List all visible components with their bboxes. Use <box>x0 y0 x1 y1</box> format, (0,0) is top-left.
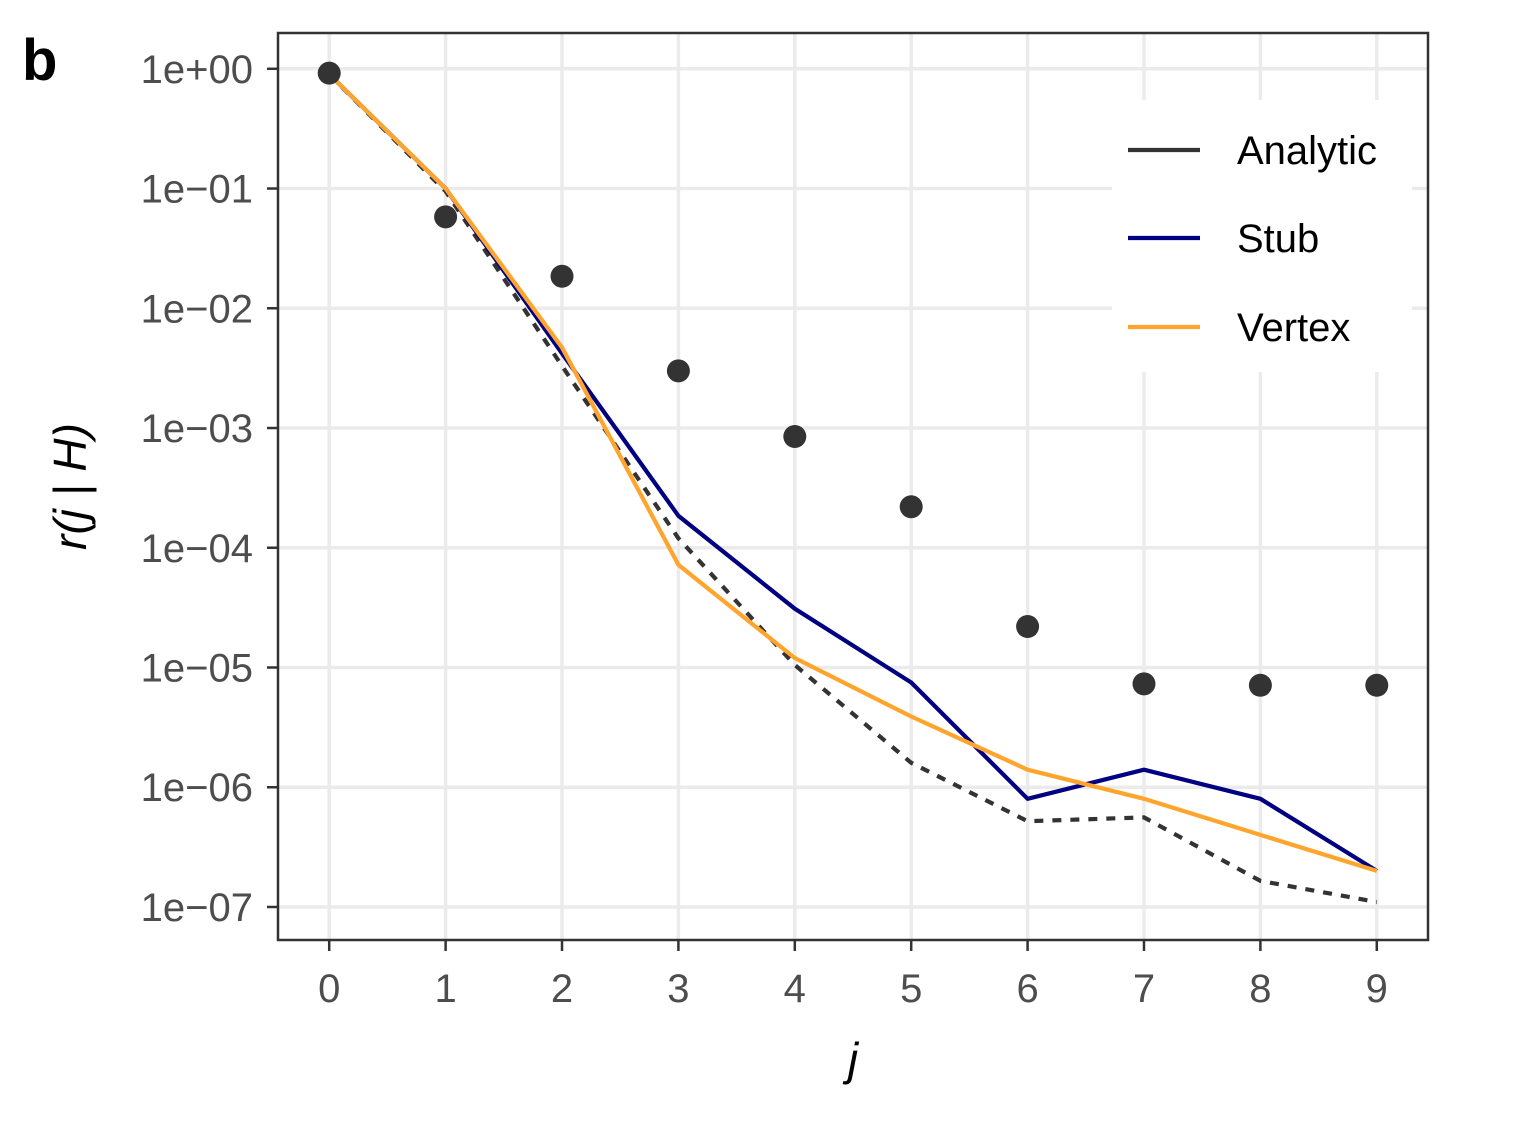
panel-label: b <box>22 28 57 93</box>
legend-label-analytic: Analytic <box>1237 129 1377 173</box>
y-tick-label-3: 1e−03 <box>141 407 253 451</box>
series-line-vertex <box>327 72 1378 873</box>
legend-label-vertex: Vertex <box>1237 306 1350 350</box>
data-point-0 <box>317 61 341 85</box>
data-point-4 <box>783 424 807 448</box>
x-tick-label-1: 1 <box>434 967 456 1011</box>
x-axis-title: j <box>842 1033 860 1085</box>
y-tick-label-2: 1e−02 <box>141 287 253 331</box>
data-point-3 <box>666 359 690 383</box>
data-point-6 <box>1016 614 1040 638</box>
legend-label-stub: Stub <box>1237 217 1319 261</box>
plot-frame <box>276 31 1430 942</box>
y-tick-label-5: 1e−05 <box>141 646 253 690</box>
data-point-7 <box>1132 672 1156 696</box>
y-axis-ticks: 1e+00 1e−01 1e−02 1e−03 1e−04 1e−05 1e−06 1e−07 <box>141 48 278 930</box>
data-point-5 <box>899 495 923 519</box>
series-line-analytic <box>327 72 1378 905</box>
data-point-8 <box>1248 673 1272 697</box>
y-tick-label-0: 1e+00 <box>141 48 253 92</box>
x-tick-label-9: 9 <box>1366 967 1388 1011</box>
x-tick-label-3: 3 <box>667 967 689 1011</box>
y-tick-label-7: 1e−07 <box>141 886 253 930</box>
x-tick-label-6: 6 <box>1016 967 1038 1011</box>
x-tick-label-0: 0 <box>318 967 340 1011</box>
x-tick-label-7: 7 <box>1133 967 1155 1011</box>
x-tick-label-4: 4 <box>784 967 806 1011</box>
x-tick-label-8: 8 <box>1249 967 1271 1011</box>
y-axis-title: r(j | H) <box>44 423 96 550</box>
y-tick-label-1: 1e−01 <box>141 168 253 212</box>
x-tick-label-2: 2 <box>551 967 573 1011</box>
legend: Analytic Stub Vertex <box>1112 100 1412 372</box>
y-tick-label-4: 1e−04 <box>141 527 253 571</box>
data-point-9 <box>1365 673 1389 697</box>
x-axis-ticks: 0 1 2 3 4 5 6 7 8 9 <box>318 940 1388 1011</box>
observed-points <box>317 61 1389 697</box>
data-point-1 <box>434 205 458 229</box>
series-lines <box>327 72 1378 905</box>
y-tick-label-6: 1e−06 <box>141 766 253 810</box>
data-point-2 <box>550 264 574 288</box>
x-tick-label-5: 5 <box>900 967 922 1011</box>
